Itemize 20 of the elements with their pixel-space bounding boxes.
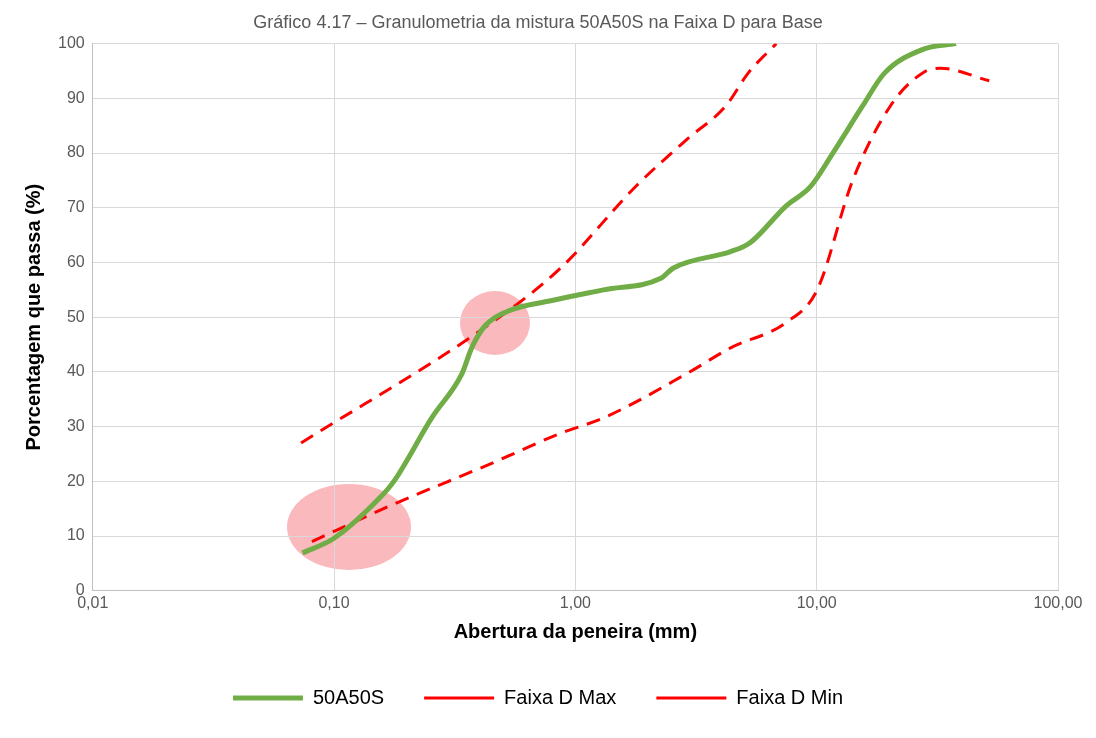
- y-tick-label: 90: [66, 88, 85, 106]
- legend-label: Faixa D Min: [736, 685, 844, 708]
- y-tick-label: 80: [66, 143, 85, 161]
- y-tick-label: 40: [66, 362, 85, 380]
- x-tick-label: 1,00: [559, 593, 592, 611]
- y-tick-label: 50: [66, 307, 85, 325]
- y-tick-label: 100: [57, 34, 85, 52]
- legend-label: Faixa D Max: [504, 685, 617, 708]
- y-tick-label: 70: [66, 198, 85, 216]
- y-tick-label: 10: [66, 526, 85, 544]
- x-tick-label: 100,00: [1033, 593, 1083, 611]
- y-tick-label: 30: [66, 417, 85, 435]
- y-axis-title: Porcentagem que passa (%): [21, 183, 44, 451]
- x-tick-label: 0,10: [318, 593, 350, 611]
- x-tick-label: 10,00: [796, 593, 837, 611]
- x-axis-title: Abertura da peneira (mm): [453, 619, 698, 642]
- y-tick-label: 60: [66, 252, 85, 270]
- legend-label: 50A50S: [312, 685, 385, 708]
- y-tick-label: 20: [66, 471, 85, 489]
- chart-title: Gráfico 4.17 – Granulometria da mistura 50A50S na Faixa D para Base: [253, 11, 823, 32]
